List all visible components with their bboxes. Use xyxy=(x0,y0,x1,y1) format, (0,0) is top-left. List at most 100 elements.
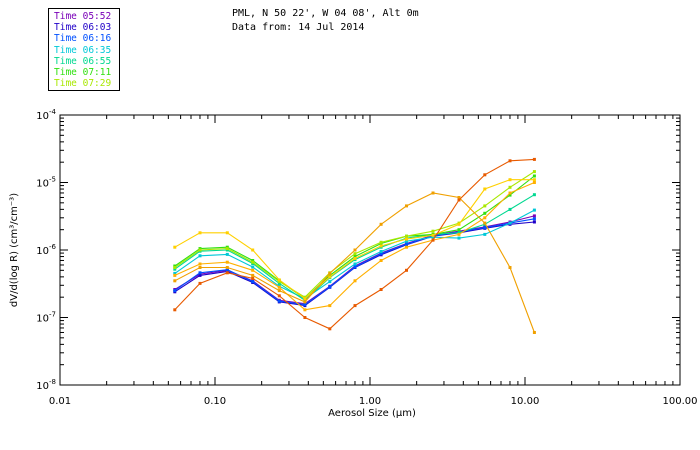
data-point xyxy=(277,280,281,284)
location-line: PML, N 50 22', W 04 08', Alt 0m xyxy=(232,8,419,19)
data-point xyxy=(328,327,332,331)
x-tick-label: 0.10 xyxy=(204,396,226,407)
data-point xyxy=(532,220,536,224)
data-point xyxy=(251,273,255,277)
y-tick-label: 10-6 xyxy=(36,243,56,257)
data-point xyxy=(353,248,357,252)
data-point xyxy=(379,288,383,291)
y-tick-label: 10-5 xyxy=(36,176,56,190)
data-point xyxy=(405,245,408,249)
data-point xyxy=(225,247,229,251)
data-point xyxy=(198,248,202,252)
data-point xyxy=(431,238,435,242)
data-point xyxy=(532,208,536,212)
data-point xyxy=(508,266,512,269)
data-point xyxy=(303,298,307,302)
data-point xyxy=(353,265,357,269)
data-point xyxy=(457,196,461,199)
data-point xyxy=(483,204,487,208)
data-point xyxy=(532,174,536,178)
data-point xyxy=(303,316,307,319)
data-point xyxy=(379,259,383,262)
data-point xyxy=(277,281,281,285)
data-point xyxy=(173,267,177,271)
data-point xyxy=(173,271,177,275)
data-point xyxy=(532,178,536,182)
data-point xyxy=(508,193,512,197)
legend-entry-0635: Time 06:35 xyxy=(54,44,112,56)
data-point xyxy=(353,304,357,308)
plot-frame xyxy=(59,114,681,386)
legend: Time 05:52 Time 06:03 Time 06:16 Time 06… xyxy=(48,8,120,91)
y-axis-label: dV/d(log R) (cm³/cm⁻³) xyxy=(9,193,20,307)
data-point xyxy=(251,259,255,262)
data-point xyxy=(457,232,461,236)
data-point xyxy=(483,216,487,220)
data-point xyxy=(405,239,408,243)
data-point xyxy=(328,271,332,275)
data-point xyxy=(405,234,408,238)
series-line-10 xyxy=(174,158,535,330)
data-point xyxy=(198,266,202,269)
data-point xyxy=(457,236,461,240)
data-point xyxy=(532,331,536,334)
data-point xyxy=(379,252,383,256)
data-point xyxy=(277,285,281,289)
data-point xyxy=(328,285,332,289)
data-point xyxy=(431,233,435,237)
data-point xyxy=(173,308,177,312)
y-tick-label: 10-7 xyxy=(36,311,56,325)
data-point xyxy=(173,266,177,269)
data-point xyxy=(198,271,202,275)
data-point xyxy=(303,303,307,307)
data-point xyxy=(303,300,307,304)
data-point xyxy=(379,244,383,248)
axes: 0.01 0.10 1.00 10.00 100.00 10-8 10-7 10-6 10-5 1… xyxy=(36,108,697,407)
legend-entry-0711: Time 07:11 xyxy=(54,67,112,79)
data-point xyxy=(532,217,536,221)
data-point xyxy=(508,221,512,225)
data-point xyxy=(251,276,255,280)
data-point xyxy=(328,280,332,284)
data-point xyxy=(277,278,281,282)
data-point xyxy=(532,181,536,184)
y-tick-label: 10-8 xyxy=(36,378,56,392)
data-point xyxy=(225,252,229,256)
data-point xyxy=(457,198,461,202)
data-point xyxy=(431,235,435,239)
data-point xyxy=(379,250,383,253)
data-point xyxy=(457,222,461,226)
data-point xyxy=(532,193,536,197)
data-point xyxy=(225,266,229,269)
plot-marks xyxy=(173,157,536,334)
data-point xyxy=(508,191,512,195)
data-point xyxy=(405,268,408,272)
data-point xyxy=(483,232,487,236)
data-point xyxy=(431,229,435,233)
data-point xyxy=(277,294,281,298)
data-point xyxy=(483,221,487,225)
data-point xyxy=(251,248,255,252)
data-point xyxy=(508,159,512,163)
data-point xyxy=(379,222,383,226)
data-point xyxy=(277,289,281,293)
data-point xyxy=(173,245,177,249)
data-point xyxy=(532,214,536,218)
data-point xyxy=(483,173,487,177)
data-point xyxy=(353,262,357,266)
data-point xyxy=(508,207,512,211)
data-point xyxy=(198,231,202,235)
data-point xyxy=(251,260,255,264)
y-tick-label: 10-4 xyxy=(36,108,56,122)
data-point xyxy=(532,157,536,161)
data-point xyxy=(303,297,307,301)
legend-entry-0729: Time 07:29 xyxy=(54,78,112,90)
data-point xyxy=(483,211,487,215)
data-point xyxy=(405,204,408,208)
data-point xyxy=(251,268,255,272)
data-point xyxy=(405,237,408,241)
data-point xyxy=(277,299,281,303)
data-point xyxy=(431,191,435,195)
data-point xyxy=(532,170,536,174)
